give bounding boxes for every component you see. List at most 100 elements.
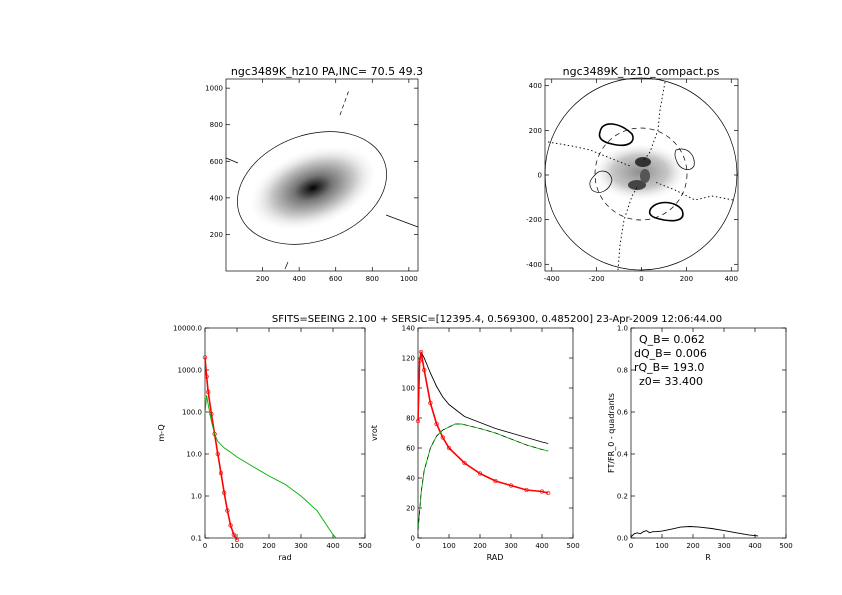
x-tick-label: -200 bbox=[589, 275, 605, 283]
profile-series-red-point bbox=[206, 389, 211, 395]
rotation-series-red-point bbox=[415, 418, 421, 424]
galaxy-blob bbox=[249, 145, 377, 231]
image-frame bbox=[225, 78, 419, 272]
y-tick-label: 10.0 bbox=[186, 451, 202, 459]
x-tick-label: 300 bbox=[504, 542, 517, 550]
rotation-series-red-line bbox=[417, 351, 549, 494]
quadrants-axis-ticks: 0 100 200 300 400 500 0.0 0.2 0.4 0.6 0.8 1.0 bbox=[617, 325, 793, 551]
rotation-series-red-point bbox=[539, 489, 545, 494]
x-tick-label: 300 bbox=[717, 542, 730, 550]
pa-line-left bbox=[225, 157, 239, 164]
rotation-series-green-line bbox=[417, 423, 549, 531]
pa-line-right bbox=[385, 214, 419, 228]
compact-dotted-4 bbox=[617, 185, 639, 271]
y-tick-label: 600 bbox=[210, 158, 223, 166]
x-tick-label: 600 bbox=[329, 275, 342, 283]
x-tick-label: 100 bbox=[230, 542, 243, 550]
profile-series-red-point bbox=[215, 451, 220, 457]
y-tick-label: -200 bbox=[526, 216, 542, 224]
quadrants-stat-rqb: rQ_B= 193.0 bbox=[634, 361, 704, 374]
y-tick-label: 0 bbox=[538, 172, 542, 180]
compact-halo bbox=[594, 144, 686, 200]
y-tick-label: 0 bbox=[411, 535, 415, 543]
profile-series-red-point bbox=[222, 490, 227, 495]
panel-image: ngc3489K_hz10 PA,INC= 70.5 49.3 200 400 60… bbox=[205, 65, 423, 283]
compact-outer-circle bbox=[544, 77, 738, 271]
compact-contour-right bbox=[674, 148, 695, 170]
rotation-xlabel: RAD bbox=[487, 553, 504, 562]
compact-contour-top bbox=[598, 123, 634, 147]
quadrants-stat-qb: Q_B= 0.062 bbox=[639, 333, 705, 346]
profile-series-group bbox=[202, 355, 337, 543]
x-tick-label: 100 bbox=[442, 542, 455, 550]
y-tick-label: 120 bbox=[402, 355, 415, 363]
y-tick-label: 400 bbox=[210, 194, 223, 202]
rotation-frame bbox=[417, 327, 574, 539]
pa-dash-top bbox=[339, 89, 350, 116]
quadrants-xlabel: R bbox=[705, 553, 711, 562]
rotation-series-red-point bbox=[546, 490, 551, 496]
quadrants-series-group bbox=[630, 526, 759, 538]
compact-title: ngc3489K_hz10_compact.ps bbox=[563, 65, 720, 78]
y-tick-label: 0.1 bbox=[191, 535, 202, 543]
profile-series-red-point bbox=[218, 470, 224, 476]
compact-core-2 bbox=[628, 180, 646, 190]
rotation-series-red-point bbox=[477, 471, 483, 476]
x-tick-label: 400 bbox=[326, 542, 339, 550]
x-tick-label: 200 bbox=[473, 542, 486, 550]
y-tick-label: 0.4 bbox=[617, 451, 629, 459]
compact-dotted-1 bbox=[643, 81, 666, 161]
rotation-series-red-point bbox=[440, 435, 445, 440]
rotation-ylabel: vrot bbox=[370, 425, 379, 441]
x-tick-label: 400 bbox=[292, 275, 305, 283]
rotation-series-red-point bbox=[446, 445, 452, 451]
profile-series-red-point bbox=[225, 508, 230, 513]
y-tick-label: 0.2 bbox=[617, 493, 628, 501]
x-tick-label: 200 bbox=[256, 275, 269, 283]
x-tick-label: 200 bbox=[686, 542, 699, 550]
quadrants-series-black-line bbox=[630, 526, 759, 538]
x-tick-label: 400 bbox=[725, 275, 738, 283]
profile-series-red-point bbox=[228, 523, 233, 528]
profile-series-red-point bbox=[231, 532, 236, 537]
x-tick-label: 400 bbox=[748, 542, 761, 550]
x-tick-label: 0 bbox=[203, 542, 207, 550]
y-tick-label: 60 bbox=[406, 445, 415, 453]
y-tick-label: 40 bbox=[406, 475, 415, 483]
compact-contour-bottom bbox=[648, 201, 684, 222]
x-tick-label: 500 bbox=[566, 542, 579, 550]
rotation-axis-ticks: 0 100 200 300 400 500 0 20 40 60 80 100 120 140 bbox=[402, 325, 580, 551]
profile-xlabel: rad bbox=[278, 553, 291, 562]
rotation-series-red-point bbox=[422, 367, 427, 373]
panel-profile: 0 100 200 300 400 500 0.1 1.0 10.0 100.0 1000.0 100… bbox=[157, 325, 372, 563]
rotation-series-red-point bbox=[434, 421, 439, 427]
rotation-series-red-point bbox=[508, 483, 514, 488]
y-tick-label: 0.0 bbox=[617, 535, 628, 543]
x-tick-label: 100 bbox=[655, 542, 668, 550]
panel-quadrants: 0 100 200 300 400 500 0.0 0.2 0.4 0.6 0.8 1.0 Q_B= … bbox=[607, 325, 793, 563]
x-tick-label: 800 bbox=[366, 275, 379, 283]
x-tick-label: 200 bbox=[262, 542, 275, 550]
quadrants-ylabel: FT/FR_0 - quadrants bbox=[607, 393, 616, 473]
y-tick-label: 10000.0 bbox=[173, 325, 202, 333]
x-tick-label: 500 bbox=[358, 542, 371, 550]
header-caption: SFITS=SEEING 2.100 + SERSIC=[12395.4, 0.… bbox=[272, 314, 722, 325]
x-tick-label: -400 bbox=[544, 275, 560, 283]
panel-compact: ngc3489K_hz10_compact.ps -400 -200 0 200 400… bbox=[526, 65, 739, 283]
y-tick-label: 140 bbox=[402, 325, 415, 333]
rotation-series-red-point bbox=[462, 460, 467, 466]
rotation-series-red-point bbox=[417, 358, 422, 364]
profile-series-green-line bbox=[204, 395, 337, 539]
profile-frame bbox=[204, 327, 366, 539]
image-title: ngc3489K_hz10 PA,INC= 70.5 49.3 bbox=[231, 65, 423, 78]
compact-dotted-3 bbox=[654, 181, 734, 201]
compact-axis-ticks: -400 -200 0 200 400 -400 -200 0 200 400 bbox=[526, 79, 738, 283]
x-tick-label: 1000 bbox=[400, 275, 418, 283]
y-tick-label: 80 bbox=[406, 415, 415, 423]
image-axis-ticks: 200 400 600 800 1000 200 400 600 800 1000 bbox=[205, 79, 418, 283]
rotation-series-dashed-overlay bbox=[417, 423, 549, 531]
x-tick-label: 0 bbox=[416, 542, 420, 550]
profile-series-red-point bbox=[204, 374, 209, 379]
profile-series-red-point bbox=[202, 355, 208, 360]
